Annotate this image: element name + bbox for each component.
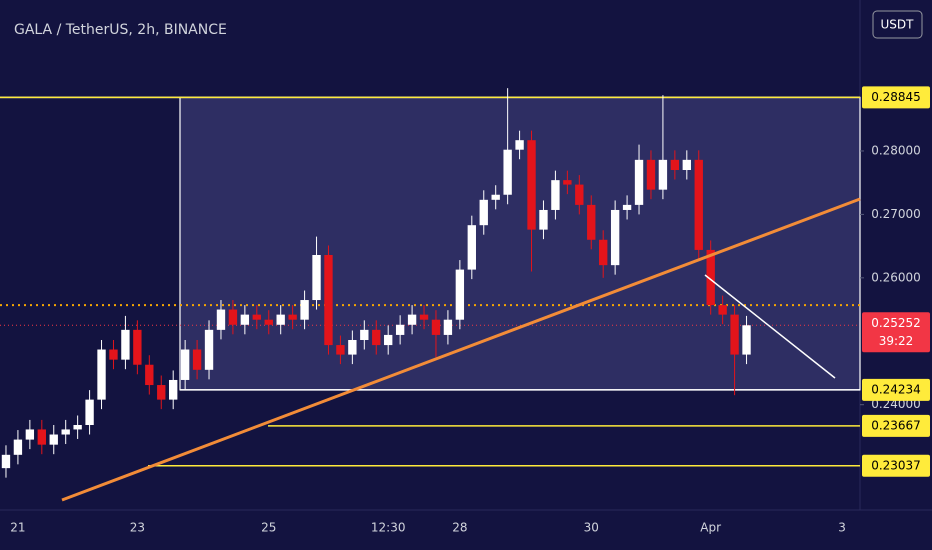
candle-body [646,159,656,190]
candle-body [706,249,715,306]
candle-body [443,319,453,335]
currency-button[interactable] [872,10,923,39]
candle-body [240,314,250,325]
candle-body [479,199,488,226]
x-tick-label: 21 [10,521,25,535]
candle-body [312,255,321,301]
candle-body [622,204,632,210]
level-tag [862,454,930,477]
candle-body [395,324,405,335]
candle-body [491,194,500,200]
candle-body [634,159,644,205]
candle-body [372,329,381,346]
level-tag [862,86,930,109]
last-price-label: 0.25252 [871,316,921,330]
candle-body [658,159,668,190]
y-tick-label: 0.26000 [871,270,921,284]
candle-body [85,399,94,425]
x-tick-label: 28 [452,521,467,535]
candle-body [670,159,680,170]
candle-body [742,325,751,355]
candle-body [13,439,23,455]
candle-body [551,180,560,210]
level-tag [862,414,930,437]
candle-body [539,209,548,230]
candle-body [192,349,202,370]
candle-body [360,329,369,340]
level-tag-label: 0.28845 [871,90,921,104]
candle-body [730,314,739,355]
x-tick-label: Apr [700,521,721,535]
candle-body [73,425,82,430]
level-tag [862,378,930,401]
countdown-label: 39:22 [879,334,914,348]
candle-body [336,345,345,355]
candle-body [348,340,357,355]
candle-body [288,314,297,320]
y-tick-label: 0.28000 [871,143,921,157]
level-tag-label: 0.23667 [871,418,921,432]
candle-body [527,140,536,230]
candle-body [228,309,238,325]
candle-body [682,159,691,170]
candle-body [204,329,214,370]
level-tag-label: 0.23037 [871,458,921,472]
x-tick-label: 23 [130,521,145,535]
last-price-tag [862,312,930,353]
candle-body [515,140,524,150]
candle-body [467,225,476,270]
candle-body [610,209,620,266]
candle-body [419,314,429,320]
candle-body [455,269,465,320]
candle-body [37,429,46,445]
candle-body [431,319,441,335]
x-tick-label: 3 [838,521,846,535]
trend-line [704,274,836,379]
candle-body [718,305,727,315]
candle-body [324,255,333,346]
candle-body [503,149,512,195]
x-tick-label: 25 [261,521,276,535]
candle-body [121,329,130,360]
y-tick-label: 0.27000 [871,207,921,221]
x-tick-label: 12:30 [371,521,406,535]
candle-body [264,319,273,325]
candle-body [384,334,393,346]
candle-body [133,329,142,365]
candle-body [97,349,106,400]
candle-body [216,309,226,330]
candle-body [157,385,166,400]
candle-body [575,184,584,205]
candle-body [109,349,118,360]
trend-line [61,197,861,502]
candle-body [599,239,608,266]
level-tag-label: 0.24234 [871,382,921,396]
candle-body [145,364,154,386]
candle-body [169,379,178,400]
candle-body [407,314,417,325]
candle-body [1,454,11,469]
candle-body [276,314,285,325]
chart-title: GALA / TetherUS, 2h, BINANCE [14,22,227,38]
candle-body [49,434,58,445]
candle-body [252,314,261,320]
candle-body [300,300,309,320]
candle-body [563,180,572,185]
candle-body [61,429,70,435]
candle-body [587,204,596,240]
x-tick-label: 30 [584,521,599,535]
candle-body [180,349,190,380]
candle-body [25,429,35,440]
candle-body [694,159,703,250]
plot-area [0,88,861,502]
currency-label: USDT [881,18,915,32]
